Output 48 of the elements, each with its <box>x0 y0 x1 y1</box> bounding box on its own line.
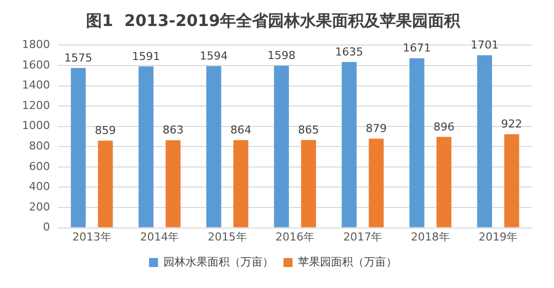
data-label: 879 <box>366 122 387 135</box>
bar <box>274 66 289 228</box>
x-tick-label: 2019年 <box>478 230 518 244</box>
y-tick-label: 1400 <box>22 78 50 92</box>
data-label: 1635 <box>335 45 364 58</box>
bar <box>301 140 316 228</box>
data-label: 1591 <box>132 50 160 63</box>
y-tick-label: 600 <box>28 160 50 173</box>
data-label: 1598 <box>267 49 296 62</box>
bar <box>138 66 154 228</box>
x-tick-label: 2015年 <box>208 230 247 244</box>
bar <box>98 140 113 228</box>
data-label: 1575 <box>64 51 92 64</box>
data-label: 1594 <box>200 49 228 62</box>
bar <box>504 134 520 228</box>
bar <box>436 136 452 228</box>
legend-label: 苹果园面积（万亩） <box>298 255 397 268</box>
y-tick-label: 800 <box>28 140 50 153</box>
y-tick-label: 0 <box>42 220 50 234</box>
y-tick-label: 1800 <box>22 38 50 52</box>
legend-label: 园林水果面积（万亩） <box>164 255 274 268</box>
chart-title: 图1 2013-2019年全省园林水果面积及苹果园面积 <box>86 10 461 30</box>
x-tick-label: 2018年 <box>410 230 450 244</box>
data-label: 1671 <box>402 42 431 55</box>
y-tick-label: 1600 <box>22 58 50 72</box>
data-label: 922 <box>501 118 522 131</box>
bar <box>409 58 424 228</box>
data-label: 865 <box>298 123 320 136</box>
bar <box>70 68 86 228</box>
data-label: 859 <box>94 124 116 138</box>
data-label: 896 <box>433 120 454 134</box>
data-label: 864 <box>230 124 252 137</box>
data-label: 1701 <box>470 38 499 52</box>
x-tick-label: 2013年 <box>72 230 112 244</box>
y-tick-label: 400 <box>28 180 50 194</box>
x-tick-label: 2014年 <box>140 230 180 244</box>
bar <box>477 55 492 228</box>
y-tick-label: 1000 <box>22 119 50 132</box>
bar <box>368 138 384 228</box>
bar <box>166 140 181 228</box>
y-tick-label: 1200 <box>22 98 50 112</box>
data-label: 863 <box>162 124 184 137</box>
bar <box>342 62 357 228</box>
x-tick-label: 2017年 <box>343 230 382 244</box>
bar <box>206 66 222 228</box>
bar <box>233 140 248 228</box>
y-tick-label: 200 <box>28 200 50 214</box>
x-tick-label: 2016年 <box>275 230 314 244</box>
